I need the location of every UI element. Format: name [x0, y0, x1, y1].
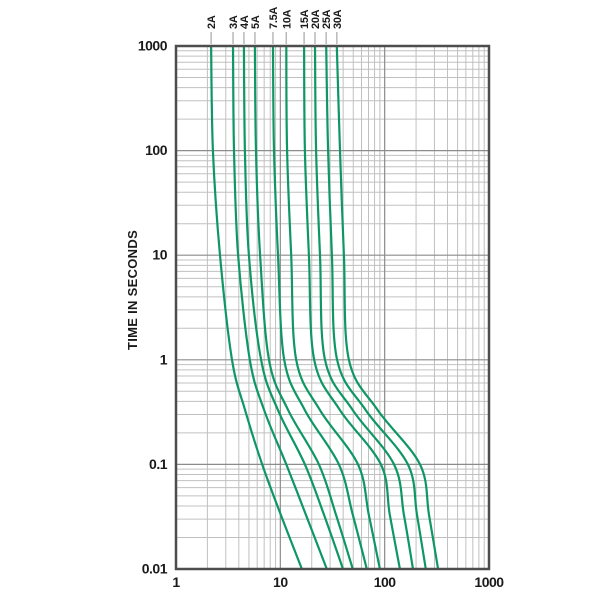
- x-tick-10: 10: [273, 574, 288, 590]
- y-tick-100: 100: [145, 142, 168, 158]
- curve-label-2A: 2A: [206, 15, 218, 29]
- curve-20A: [313, 46, 415, 569]
- curve-label-4A: 4A: [239, 15, 251, 29]
- curve-2A: [210, 46, 303, 569]
- plot-border: [174, 44, 491, 571]
- curve-3A: [231, 46, 328, 569]
- x-tick-1000: 1000: [474, 574, 504, 590]
- curve-10A: [285, 46, 381, 569]
- x-tick-1: 1: [172, 574, 180, 590]
- y-tick-0.1: 0.1: [149, 456, 168, 472]
- y-axis-title: TIME IN SECONDS: [125, 230, 140, 350]
- curve-label-7.5A: 7.5A: [268, 7, 280, 29]
- curve-30A: [335, 46, 440, 569]
- curve-4A: [242, 46, 345, 569]
- x-tick-100: 100: [374, 574, 397, 590]
- y-tick-1: 1: [160, 351, 168, 367]
- curve-label-30A: 30A: [332, 9, 344, 29]
- curve-label-5A: 5A: [250, 15, 262, 29]
- y-tick-0.01: 0.01: [142, 561, 168, 577]
- curve-25A: [325, 46, 427, 569]
- fuse-curves: [210, 46, 440, 569]
- curve-15A: [303, 46, 401, 569]
- grid-minor-lines: [176, 46, 489, 569]
- curve-label-25A: 25A: [321, 9, 333, 29]
- curve-5A: [253, 46, 354, 569]
- curve-label-20A: 20A: [310, 9, 322, 29]
- y-tick-10: 10: [152, 247, 167, 263]
- curve-7.5A: [271, 46, 368, 569]
- curve-label-10A: 10A: [281, 9, 293, 29]
- curve-label-3A: 3A: [228, 15, 240, 29]
- curve-label-15A: 15A: [299, 9, 311, 29]
- y-tick-1000: 1000: [138, 38, 168, 54]
